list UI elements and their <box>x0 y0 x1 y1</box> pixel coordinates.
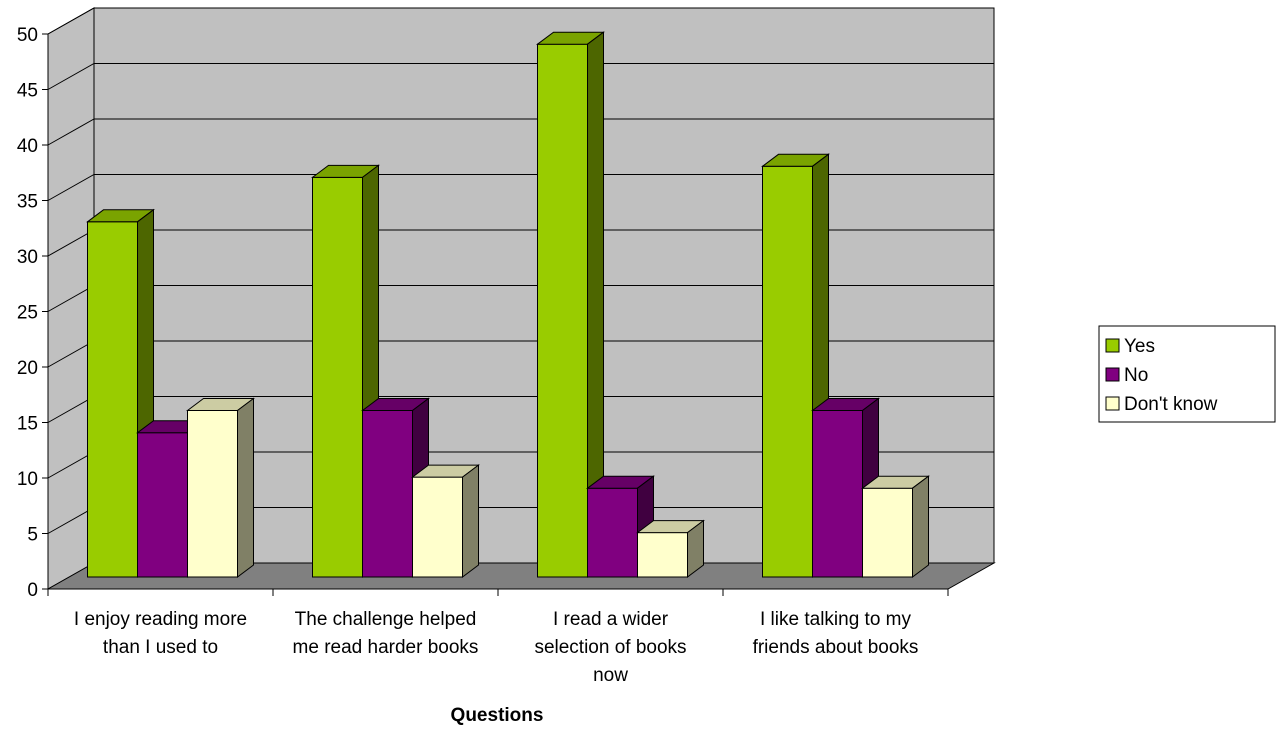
legend-label: No <box>1124 365 1148 386</box>
y-tick-label: 0 <box>27 580 38 601</box>
gridline <box>47 7 994 35</box>
x-category-label: The challenge helped me read harder books <box>293 609 479 658</box>
x-axis-title: Questions <box>451 705 544 726</box>
x-category-label: I read a wider selection of books now <box>534 609 686 686</box>
legend-item: Yes <box>1105 336 1155 357</box>
legend-swatch <box>1105 396 1120 411</box>
legend-box <box>1098 325 1276 423</box>
y-tick-label: 10 <box>17 469 38 490</box>
y-tick-label: 25 <box>17 303 38 324</box>
y-tick-labels: 0 5 10 15 20 25 30 35 40 45 50 <box>17 25 38 601</box>
y-tick-label: 45 <box>17 81 38 102</box>
bar <box>536 31 605 578</box>
legend-item: No <box>1105 365 1148 386</box>
x-category-label: I enjoy reading more than I used to <box>74 609 247 658</box>
y-tick-label: 40 <box>17 136 38 157</box>
x-category-labels: I enjoy reading more than I used to The ch… <box>74 609 919 686</box>
y-tick-label: 20 <box>17 358 38 379</box>
legend-swatch <box>1105 338 1120 353</box>
gridline <box>47 118 994 146</box>
y-tick-label: 15 <box>17 414 38 435</box>
legend-label: Yes <box>1124 336 1155 357</box>
legend: Yes No Don't know <box>1098 325 1276 423</box>
legend-swatch <box>1105 367 1120 382</box>
y-tick-label: 35 <box>17 192 38 213</box>
bar <box>636 519 705 578</box>
bar <box>411 464 480 578</box>
bars <box>86 31 930 578</box>
y-tick-label: 5 <box>27 525 38 546</box>
gridline <box>47 63 994 90</box>
gridline <box>47 174 994 201</box>
y-tick-label: 30 <box>17 247 38 268</box>
bar <box>186 397 255 578</box>
x-category-label: I like talking to my friends about books <box>753 609 919 658</box>
legend-label: Don't know <box>1124 394 1218 415</box>
y-tick-label: 50 <box>17 25 38 46</box>
legend-item: Don't know <box>1105 394 1218 415</box>
axes <box>42 33 949 596</box>
bar <box>861 475 930 578</box>
